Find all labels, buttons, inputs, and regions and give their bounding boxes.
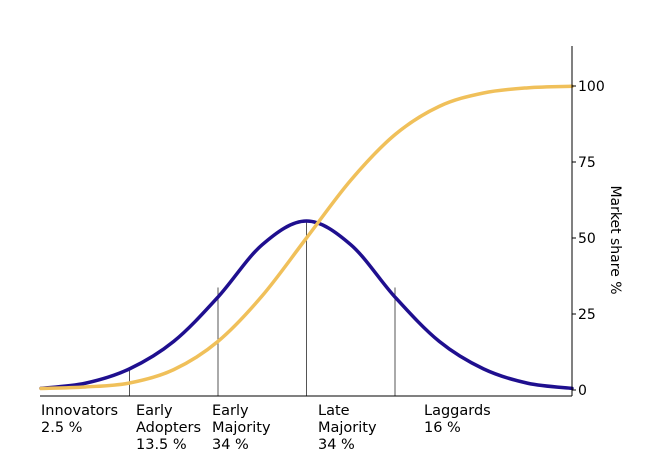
y-tick-label-50: 50	[578, 231, 596, 247]
segment-share-innovators: 2.5 %	[41, 420, 82, 436]
y-axis-title: Market share %	[607, 185, 623, 294]
y-tick-label-0: 0	[578, 383, 587, 399]
segment-name-innovators: Innovators	[41, 403, 118, 419]
y-tick-label-75: 75	[578, 155, 596, 171]
market-share-curve-line	[39, 84, 574, 391]
segment-labels: Innovators 2.5 % Early Adopters 13.5 % E…	[41, 403, 495, 453]
segment-name-laggards: Laggards	[424, 403, 491, 419]
segment-label-innovators: Innovators 2.5 %	[41, 403, 123, 436]
segment-share-laggards: 16 %	[424, 420, 461, 436]
segment-name-early-majority-line1: Early	[212, 403, 249, 419]
segment-share-early-majority: 34 %	[212, 437, 249, 453]
adoption-curve-line	[39, 219, 574, 391]
segment-share-early-adopters: 13.5 %	[136, 437, 187, 453]
segment-share-late-majority: 34 %	[318, 437, 355, 453]
segment-dividers	[129, 221, 396, 396]
segment-label-early-majority: Early Majority 34 %	[212, 403, 275, 453]
segment-name-late-majority-line1: Late	[318, 403, 350, 419]
y-tick-label-25: 25	[578, 307, 596, 323]
segment-label-early-adopters: Early Adopters 13.5 %	[136, 403, 206, 453]
y-tick-label-100: 100	[578, 79, 605, 95]
segment-name-late-majority-line2: Majority	[318, 420, 377, 436]
segment-name-early-adopters-line2: Adopters	[136, 420, 201, 436]
y-axis-ticks: 0 25 50 75 100	[572, 79, 605, 399]
segment-label-laggards: Laggards 16 %	[424, 403, 495, 436]
segment-label-late-majority: Late Majority 34 %	[318, 403, 381, 453]
segment-name-early-adopters-line1: Early	[136, 403, 173, 419]
segment-name-early-majority-line2: Majority	[212, 420, 271, 436]
